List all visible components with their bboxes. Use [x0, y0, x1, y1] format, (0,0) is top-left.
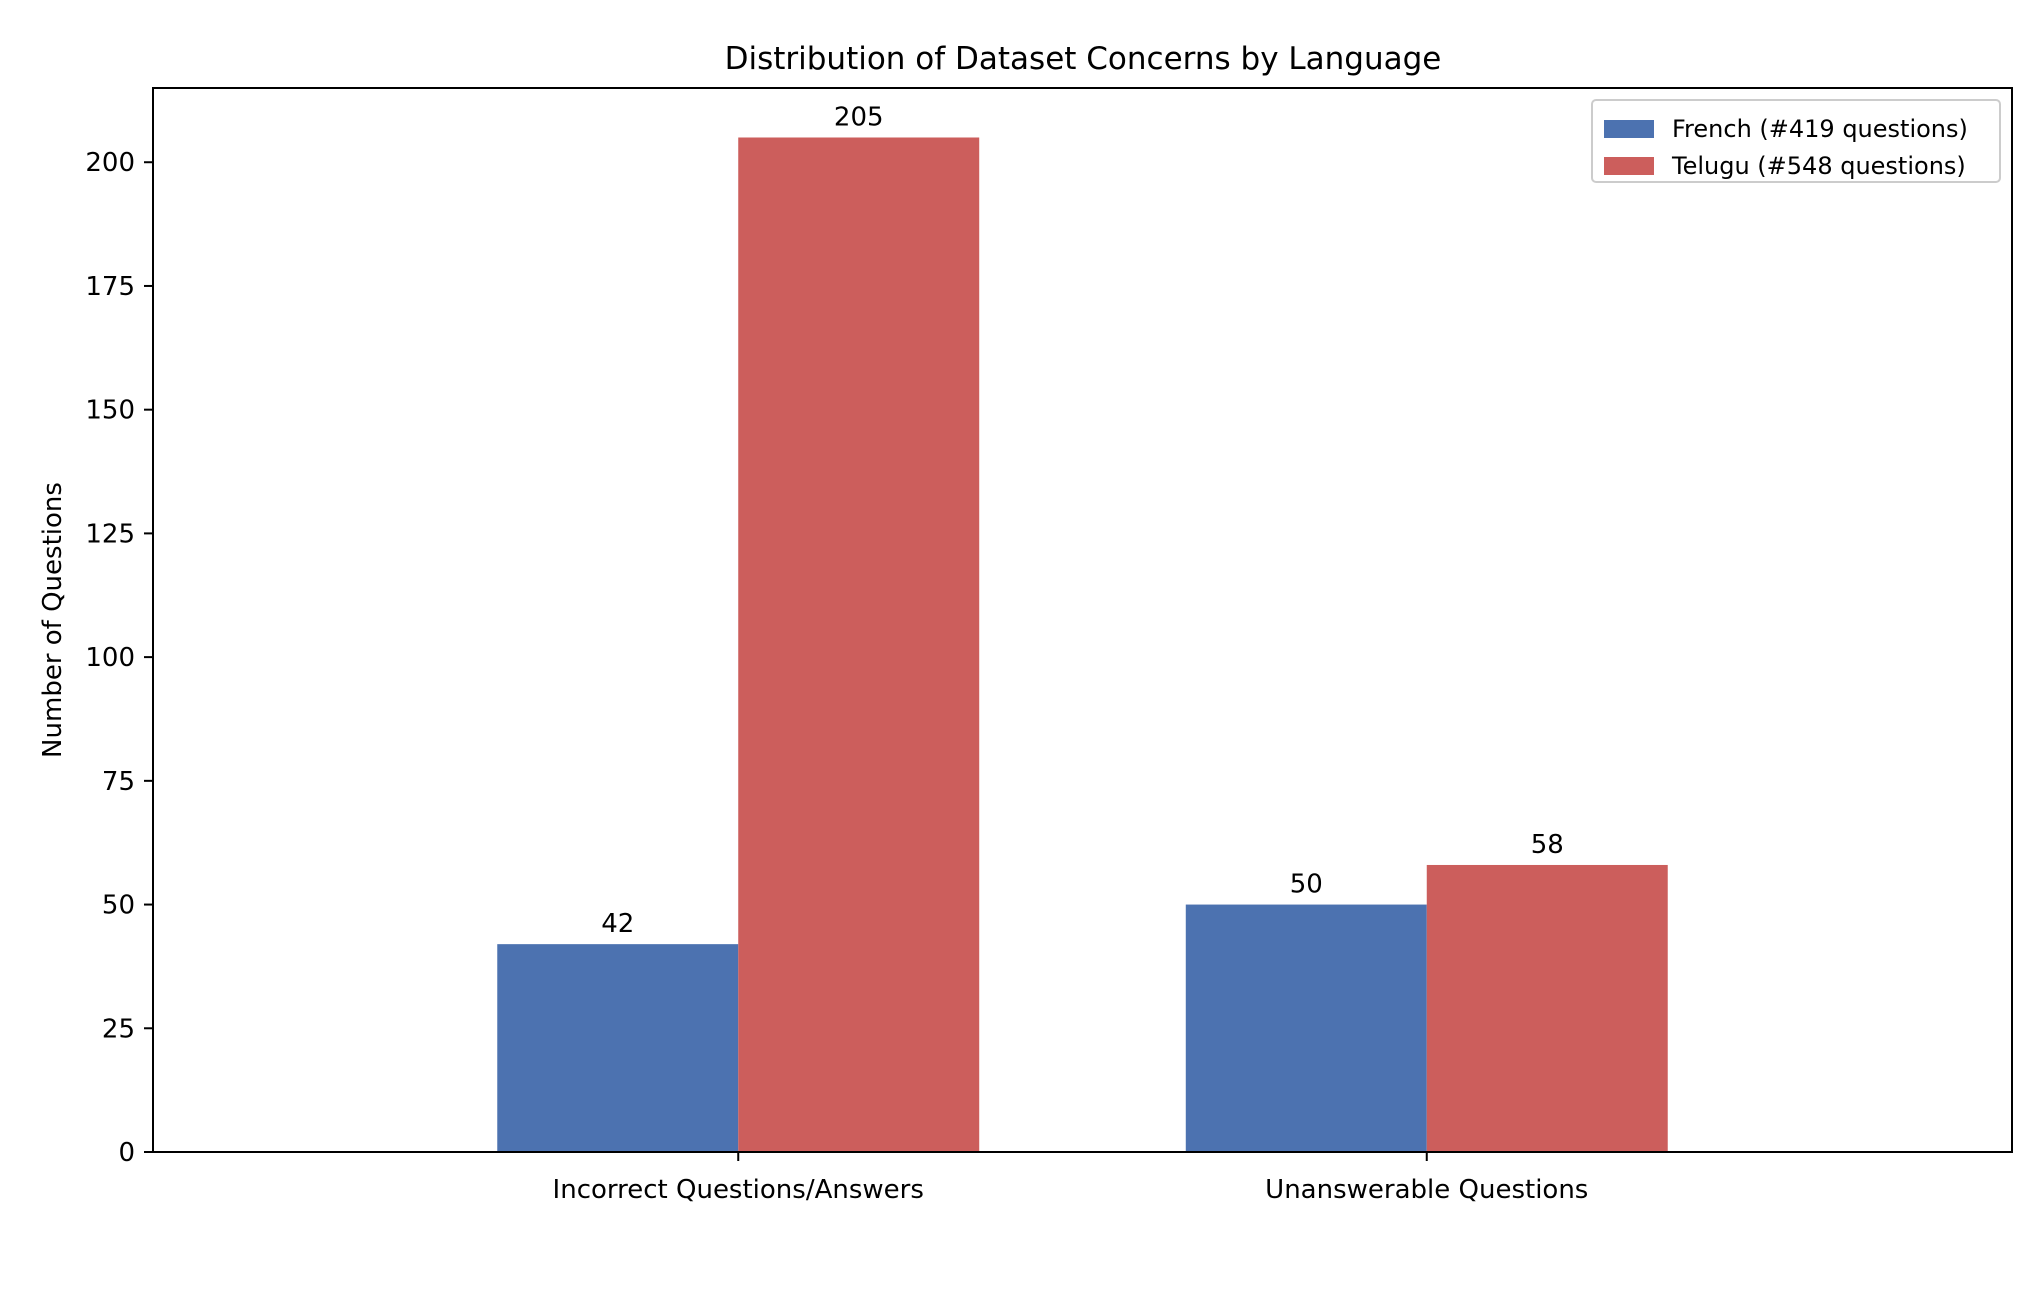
y-tick-label: 75	[102, 767, 135, 797]
y-tick-label: 0	[118, 1138, 135, 1168]
x-tick-label: Incorrect Questions/Answers	[553, 1175, 924, 1205]
legend-label: French (#419 questions)	[1672, 115, 1968, 143]
y-tick-label: 200	[85, 148, 135, 178]
data-label: 58	[1531, 830, 1564, 860]
bar-series2-0	[738, 137, 980, 1153]
y-tick-label: 100	[85, 643, 135, 673]
data-label: 50	[1290, 870, 1323, 900]
bar-series1-1	[1185, 904, 1427, 1152]
plot-area: 42 50 205 58 0 25 50 75 100 125 150 175 200 Incorrect…	[85, 87, 2013, 1205]
data-label: 205	[834, 102, 884, 132]
y-tick-label: 50	[102, 891, 135, 921]
legend: French (#419 questions) Telugu (#548 ques…	[1591, 99, 2001, 183]
y-tick-label: 25	[102, 1014, 135, 1044]
y-axis-label: Number of Questions	[38, 482, 68, 758]
bar-series1-0	[497, 944, 739, 1152]
legend-label: Telugu (#548 questions)	[1671, 152, 1966, 180]
x-tick-label: Unanswerable Questions	[1265, 1175, 1588, 1205]
legend-swatch	[1604, 157, 1654, 175]
y-tick-label: 175	[85, 272, 135, 302]
bar-series2-1	[1426, 864, 1668, 1152]
legend-swatch	[1604, 120, 1654, 138]
y-tick-label: 125	[85, 519, 135, 549]
legend-box	[1591, 99, 2001, 183]
chart-title: Distribution of Dataset Concerns by Lang…	[725, 41, 1442, 77]
plot-frame	[152, 87, 2013, 1153]
y-tick-label: 150	[85, 396, 135, 426]
data-label: 42	[601, 909, 634, 939]
